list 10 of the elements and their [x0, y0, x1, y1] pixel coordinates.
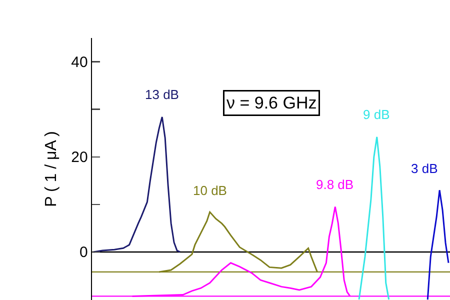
series-label: 13 dB: [145, 87, 179, 102]
annotation: ν = 9.6 GHz: [226, 94, 317, 112]
y-tick-label: 20: [71, 149, 88, 166]
series-label: 10 dB: [193, 183, 227, 198]
y-axis-title: P ( 1 / μA ): [43, 131, 60, 207]
series-label: 9.8 dB: [316, 177, 354, 192]
series-label: 3 dB: [411, 161, 438, 176]
y-tick-label: 40: [71, 54, 88, 72]
series-label: 9 dB: [363, 107, 390, 122]
y-tick-label: 0: [79, 244, 88, 262]
